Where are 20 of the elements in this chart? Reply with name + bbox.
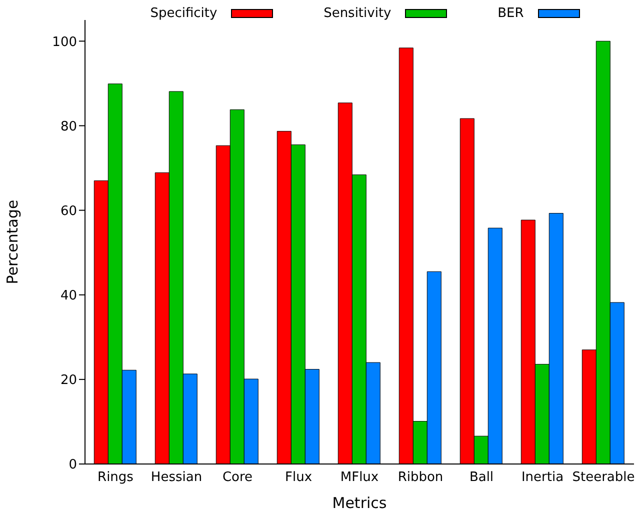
x-tick-label: Ribbon [398,470,444,486]
x-tick-label: Core [222,470,253,486]
x-axis-title: Metrics [332,494,387,512]
y-tick-label: 40 [60,288,77,304]
x-tick-label: Ball [469,470,494,486]
y-tick-label: 20 [60,373,77,388]
y-tick-label: 100 [52,34,77,50]
legend-label: BER [498,6,524,21]
legend-label: Sensitivity [324,6,392,21]
legend-label: Specificity [150,6,218,21]
x-tick-label: MFlux [340,470,379,486]
x-tick-label: Steerable [572,470,635,486]
x-tick-label: Inertia [521,470,564,486]
y-tick-label: 0 [68,458,77,473]
x-tick-label: Flux [284,470,312,486]
y-tick-label: 60 [60,204,77,219]
y-axis-title: Percentage [3,200,22,284]
y-tick-label: 80 [60,119,77,134]
x-tick-label: Rings [98,470,134,486]
x-tick-label: Hessian [150,470,202,486]
